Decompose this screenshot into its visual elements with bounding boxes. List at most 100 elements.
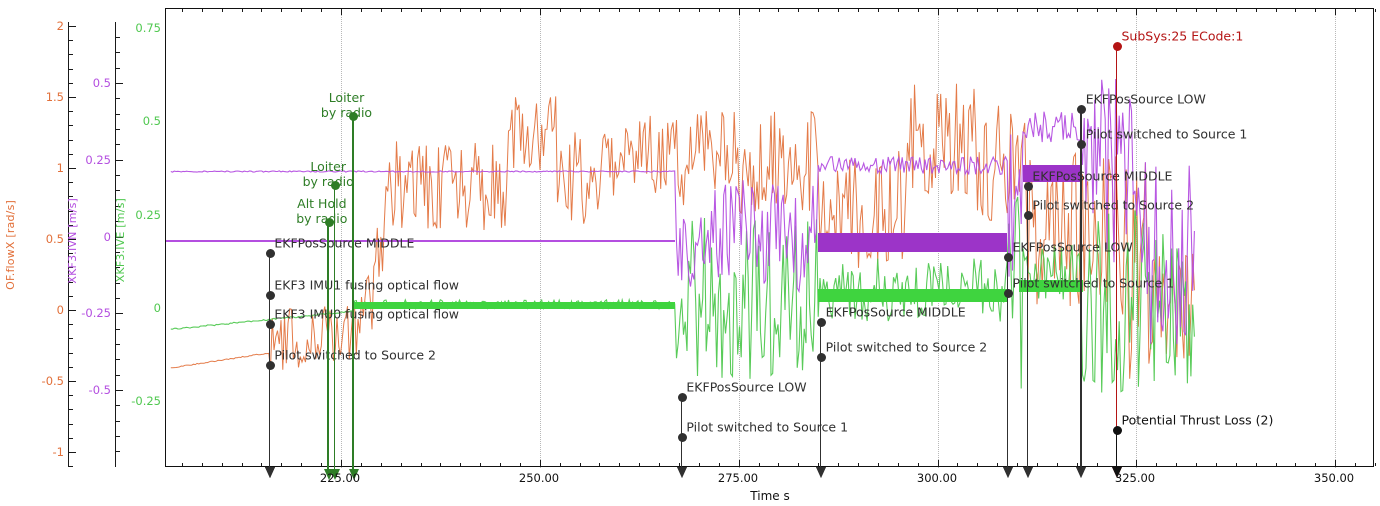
annotation-stem: [352, 116, 354, 470]
axis-tick-label: -0.25: [81, 306, 111, 320]
axis-minor-tick: [116, 144, 120, 145]
plot-edge-tick: [977, 463, 978, 466]
annotation-stem: [1006, 293, 1009, 468]
annotation-marker[interactable]: [265, 248, 275, 258]
annotation-marker[interactable]: [349, 111, 359, 121]
annotation-label: Pilot switched to Source 2: [1032, 197, 1195, 213]
axis-tick: [69, 97, 76, 98]
axis-minor-tick: [116, 359, 120, 360]
axis-minor-tick: [69, 324, 73, 325]
annotation-marker[interactable]: [1112, 425, 1122, 435]
annotation-marker[interactable]: [265, 360, 275, 370]
plot-edge-tick: [1057, 463, 1058, 466]
plot-edge-tick: [361, 9, 362, 12]
axis-tick: [116, 160, 123, 161]
annotation-marker[interactable]: [1112, 41, 1122, 51]
axis-tick: [116, 390, 123, 391]
axis-minor-tick: [116, 405, 120, 406]
plot-edge-tick: [321, 463, 322, 466]
plot-edge-tick: [401, 9, 402, 12]
annotation-label: Pilot switched to Source 1: [1085, 126, 1248, 142]
axis-minor-tick: [69, 353, 73, 354]
plot-edge-tick: [878, 9, 879, 12]
plot-edge-tick: [1355, 463, 1356, 466]
annotation-marker[interactable]: [265, 319, 275, 329]
axis-minor-tick: [116, 221, 120, 222]
trace-path: [170, 78, 1195, 345]
plot-edge-tick: [619, 9, 620, 12]
annotation-marker[interactable]: [1077, 104, 1087, 114]
annotation-marker[interactable]: [324, 217, 334, 227]
plot-edge-tick: [281, 463, 282, 466]
axis-minor-tick: [116, 421, 120, 422]
plot-edge-tick: [560, 463, 561, 466]
axis-minor-tick: [116, 129, 120, 130]
plot-edge-tick: [1097, 463, 1098, 466]
plot-edge-tick: [739, 9, 740, 15]
annotation-marker[interactable]: [1023, 210, 1033, 220]
plot-edge-tick: [1256, 9, 1257, 12]
plot-edge-tick: [957, 9, 958, 12]
plot-edge-tick: [1335, 9, 1336, 15]
annotation-marker[interactable]: [816, 352, 826, 362]
annotation-marker[interactable]: [816, 317, 826, 327]
plot-edge-tick: [659, 9, 660, 12]
plot-edge-ticks: [166, 9, 1376, 466]
annotation-stem: [268, 365, 271, 468]
plot-edge-tick: [918, 463, 919, 466]
annotation-label: EKF3 IMU1 fusing optical flow: [274, 277, 459, 293]
plot-edge-tick: [540, 460, 541, 466]
plot-edge-tick: [381, 9, 382, 12]
annotation-arrow: [1023, 467, 1034, 478]
plot-edge-tick: [242, 9, 243, 12]
axis-tick: [69, 381, 76, 382]
axis-tick-label: -0.25: [131, 394, 161, 408]
axis-tick-label: 0.5: [45, 232, 64, 246]
signal-band: [1019, 280, 1083, 292]
annotation-marker[interactable]: [265, 290, 275, 300]
annotation-marker[interactable]: [1077, 139, 1087, 149]
plot-edge-tick: [778, 9, 779, 12]
plot-edge-tick: [1017, 463, 1018, 466]
axis-tick: [116, 83, 123, 84]
annotation-marker[interactable]: [330, 180, 340, 190]
axis-tick-label: 1: [56, 161, 64, 175]
axis-minor-tick: [69, 466, 73, 467]
plot-edge-tick: [1037, 463, 1038, 466]
axis-minor-tick: [69, 111, 73, 112]
plot-edge-tick: [480, 9, 481, 12]
axis-tick-label: 0.25: [135, 208, 161, 222]
plot-edge-tick: [182, 9, 183, 12]
annotation-marker[interactable]: [1003, 288, 1013, 298]
annotation-marker[interactable]: [677, 392, 687, 402]
axis-minor-tick: [116, 68, 120, 69]
xaxis-tick-label: 225.00: [319, 471, 361, 485]
plot-edge-tick: [1315, 9, 1316, 12]
plot-edge-tick: [242, 463, 243, 466]
plot-edge-tick: [321, 9, 322, 12]
axis-minor-tick: [116, 190, 120, 191]
plot-edge-tick: [301, 9, 302, 12]
annotation-marker[interactable]: [1003, 252, 1013, 262]
axis-minor-tick: [116, 436, 120, 437]
annotation-stem: [1026, 215, 1029, 468]
axis-tick-label: 0.5: [142, 114, 161, 128]
annotation-label: EKFPosSource LOW: [1085, 91, 1206, 107]
plot-edge-tick: [460, 9, 461, 12]
plot-edge-tick: [759, 9, 760, 12]
plot-edge-tick: [1236, 463, 1237, 466]
plot-edge-tick: [838, 9, 839, 12]
plot-edge-tick: [1315, 463, 1316, 466]
axis-minor-tick: [69, 182, 73, 183]
plot-edge-tick: [401, 463, 402, 466]
gridline-vertical: [540, 9, 542, 468]
axis-minor-tick: [69, 296, 73, 297]
plot-edge-tick: [421, 463, 422, 466]
axis-minor-tick: [69, 154, 73, 155]
annotation-label: Loiter by radio: [320, 90, 373, 120]
annotation-marker[interactable]: [1023, 181, 1033, 191]
axis-minor-tick: [116, 52, 120, 53]
annotation-marker[interactable]: [677, 432, 687, 442]
xaxis-tick-label: 325.00: [1114, 471, 1156, 485]
plot-edge-tick: [361, 463, 362, 466]
